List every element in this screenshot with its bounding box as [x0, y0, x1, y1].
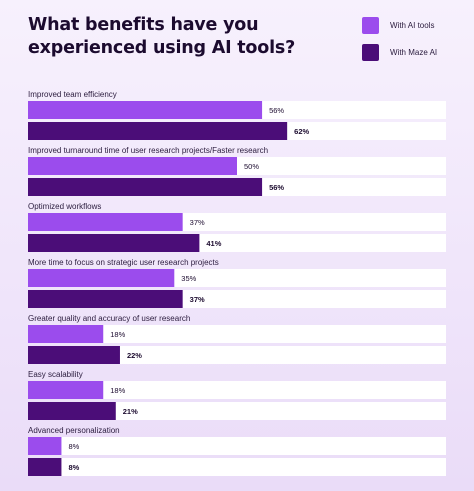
bar-track: [28, 381, 446, 399]
value-label-maze-ai-optimized-workflows: 41%: [206, 239, 221, 248]
category-label-optimized-workflows: Optimized workflows: [28, 202, 101, 211]
bar-ai-tools-faster-research: [28, 157, 237, 175]
bar-maze-ai-team-efficiency: [28, 122, 288, 140]
bar-maze-ai-quality-accuracy: [28, 346, 120, 364]
value-label-maze-ai-personalization: 8%: [68, 463, 79, 472]
bar-maze-ai-faster-research: [28, 178, 263, 196]
category-label-scalability: Easy scalability: [28, 370, 83, 379]
value-label-maze-ai-quality-accuracy: 22%: [127, 351, 142, 360]
legend-swatch-maze-ai: [362, 43, 379, 61]
value-label-ai-tools-scalability: 18%: [110, 386, 125, 395]
bar-ai-tools-scalability: [28, 381, 104, 399]
bar-track: [28, 402, 446, 420]
value-label-maze-ai-faster-research: 56%: [269, 183, 284, 192]
legend-item-maze-ai: With Maze AI: [362, 43, 437, 61]
bar-ai-tools-team-efficiency: [28, 101, 263, 119]
bar-maze-ai-strategic-focus: [28, 290, 183, 308]
bar-track: [28, 325, 446, 343]
legend-swatch-ai-tools: [362, 16, 379, 34]
value-label-ai-tools-strategic-focus: 35%: [181, 274, 196, 283]
legend-label-ai-tools: With AI tools: [390, 20, 435, 30]
bar-ai-tools-optimized-workflows: [28, 213, 183, 231]
bar-track: [28, 437, 446, 455]
bar-ai-tools-quality-accuracy: [28, 325, 104, 343]
category-label-strategic-focus: More time to focus on strategic user res…: [28, 258, 219, 267]
value-label-ai-tools-faster-research: 50%: [244, 162, 259, 171]
value-label-ai-tools-quality-accuracy: 18%: [110, 330, 125, 339]
bar-maze-ai-optimized-workflows: [28, 234, 200, 252]
value-label-maze-ai-scalability: 21%: [123, 407, 138, 416]
bar-track: [28, 458, 446, 476]
legend-label-maze-ai: With Maze AI: [390, 47, 438, 57]
category-label-team-efficiency: Improved team efficiency: [28, 90, 117, 99]
value-label-maze-ai-team-efficiency: 62%: [294, 127, 309, 136]
bar-maze-ai-scalability: [28, 402, 116, 420]
value-label-ai-tools-team-efficiency: 56%: [269, 106, 284, 115]
bar-maze-ai-personalization: [28, 458, 62, 476]
category-label-quality-accuracy: Greater quality and accuracy of user res…: [28, 314, 190, 323]
value-label-ai-tools-personalization: 8%: [68, 442, 79, 451]
value-label-ai-tools-optimized-workflows: 37%: [190, 218, 205, 227]
legend-item-ai-tools: With AI tools: [362, 16, 437, 34]
category-label-personalization: Advanced personalization: [28, 426, 120, 435]
bar-track: [28, 346, 446, 364]
bar-ai-tools-personalization: [28, 437, 62, 455]
category-label-faster-research: Improved turnaround time of user researc…: [28, 146, 268, 155]
bar-ai-tools-strategic-focus: [28, 269, 175, 287]
value-label-maze-ai-strategic-focus: 37%: [190, 295, 205, 304]
chart-title: What benefits have you experienced using…: [28, 15, 296, 58]
legend: With AI tools With Maze AI: [362, 16, 437, 70]
